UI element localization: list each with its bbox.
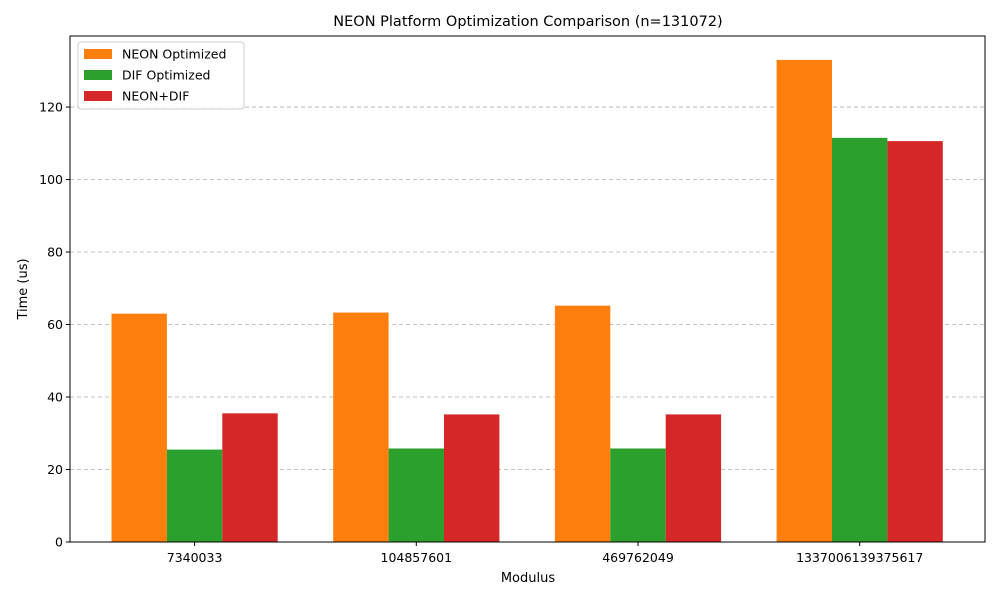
legend-frame (77, 41, 245, 110)
legend-label: NEON+DIF (122, 89, 189, 104)
y-axis-ticks: 0 20 40 60 80 100 120 (39, 100, 70, 550)
y-axis-label: Time (us) (16, 258, 31, 320)
bar-2-2 (665, 414, 722, 542)
bar-0-3 (776, 59, 832, 542)
x-tick-label: 469762049 (602, 550, 674, 565)
bar-2-1 (444, 414, 500, 542)
legend-label: NEON Optimized (122, 47, 226, 62)
grid-lines (70, 106, 985, 470)
bar-0-0 (111, 313, 167, 542)
bar-2-0 (222, 413, 278, 542)
legend-swatch (84, 70, 112, 80)
y-tick-label: 40 (47, 390, 63, 405)
x-tick-label: 7340033 (167, 550, 223, 565)
plot-frame (69, 35, 986, 543)
bar-1-0 (166, 449, 223, 542)
y-tick-label: 100 (39, 172, 63, 187)
bar-2-3 (887, 141, 943, 542)
bar-0-2 (554, 305, 611, 542)
legend-label: DIF Optimized (122, 68, 210, 83)
x-axis-label: Modulus (501, 571, 556, 586)
y-tick-label: 120 (39, 100, 63, 115)
y-tick-label: 60 (47, 317, 63, 332)
bar-1-3 (832, 137, 888, 543)
y-tick-label: 20 (47, 462, 63, 477)
bars (111, 59, 943, 543)
x-tick-label: 1337006139375617 (796, 550, 923, 565)
x-axis-ticks: 7340033 104857601 469762049 133700613937561… (167, 542, 923, 565)
y-tick-label: 0 (55, 535, 63, 550)
legend-swatch (84, 91, 112, 101)
x-tick-label: 104857601 (381, 550, 453, 565)
y-tick-label: 80 (47, 245, 63, 260)
legend: NEON Optimized DIF Optimized NEON+DIF (77, 41, 245, 110)
bar-1-1 (388, 448, 444, 542)
bar-0-1 (333, 312, 389, 542)
bar-1-2 (610, 448, 666, 542)
legend-swatch (84, 49, 112, 59)
chart-title: NEON Platform Optimization Comparison (n… (333, 14, 722, 30)
